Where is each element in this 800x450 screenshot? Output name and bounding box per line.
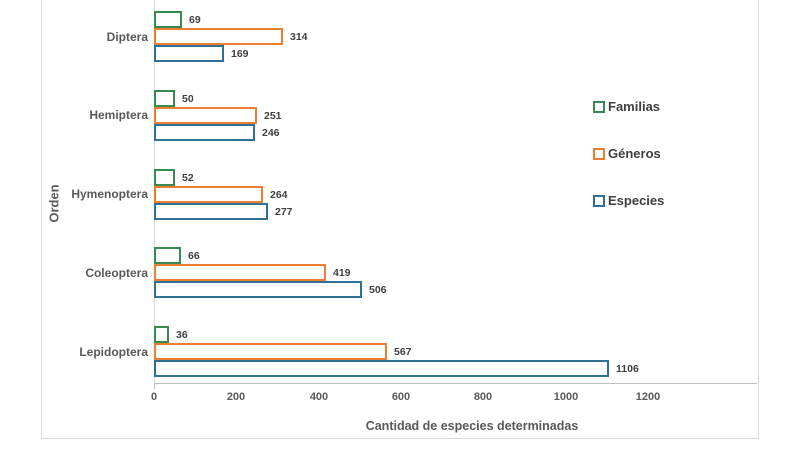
legend-swatch-icon bbox=[593, 147, 605, 160]
category-label-diptera: Diptera bbox=[106, 30, 148, 44]
bar-value-label: 36 bbox=[176, 329, 188, 341]
bar-value-label: 52 bbox=[182, 172, 194, 184]
legend-item-familias: Familias bbox=[593, 99, 660, 114]
category-label-lepidoptera: Lepidoptera bbox=[79, 345, 148, 359]
x-axis-title: Cantidad de especies determinadas bbox=[365, 419, 579, 433]
legend-swatch-icon bbox=[593, 194, 605, 207]
bar-diptera-géneros bbox=[154, 28, 283, 45]
bar-coleoptera-familias bbox=[154, 247, 181, 264]
legend-label: Especies bbox=[608, 193, 665, 208]
x-axis-zero-tick bbox=[154, 383, 155, 389]
bar-value-label: 69 bbox=[189, 14, 201, 26]
bar-hemiptera-géneros bbox=[154, 107, 257, 124]
bar-value-label: 277 bbox=[275, 206, 293, 218]
legend-swatch-icon bbox=[593, 100, 605, 113]
bar-value-label: 314 bbox=[290, 31, 308, 43]
x-tick-label-600: 600 bbox=[391, 391, 411, 403]
bar-hemiptera-especies bbox=[154, 124, 255, 141]
y-axis-title: Orden bbox=[46, 184, 62, 223]
x-axis-line bbox=[154, 383, 757, 384]
bar-value-label: 1106 bbox=[616, 363, 639, 375]
legend-label: Familias bbox=[608, 99, 661, 114]
category-label-coleoptera: Coleoptera bbox=[85, 266, 148, 280]
bar-value-label: 50 bbox=[182, 93, 194, 105]
bar-lepidoptera-especies bbox=[154, 360, 609, 377]
bar-hemiptera-familias bbox=[154, 90, 175, 107]
bar-diptera-especies bbox=[154, 45, 224, 62]
bar-value-label: 506 bbox=[369, 284, 387, 296]
category-label-hemiptera: Hemiptera bbox=[89, 108, 148, 122]
x-tick-label-1200: 1200 bbox=[635, 391, 661, 403]
bar-hymenoptera-especies bbox=[154, 203, 268, 220]
bar-value-label: 66 bbox=[188, 250, 200, 262]
bar-value-label: 251 bbox=[264, 110, 282, 122]
category-label-hymenoptera: Hymenoptera bbox=[71, 187, 148, 201]
x-tick-label-1000: 1000 bbox=[553, 391, 579, 403]
x-tick-label-800: 800 bbox=[473, 391, 493, 403]
bar-hymenoptera-familias bbox=[154, 169, 175, 186]
x-tick-label-400: 400 bbox=[309, 391, 329, 403]
bar-hymenoptera-géneros bbox=[154, 186, 263, 203]
bar-value-label: 169 bbox=[231, 48, 249, 60]
bar-lepidoptera-familias bbox=[154, 326, 169, 343]
x-tick-label-200: 200 bbox=[226, 391, 246, 403]
bar-coleoptera-especies bbox=[154, 281, 362, 298]
x-tick-label-0: 0 bbox=[150, 391, 158, 403]
bar-value-label: 567 bbox=[394, 346, 412, 358]
bar-lepidoptera-géneros bbox=[154, 343, 387, 360]
bar-value-label: 419 bbox=[333, 267, 351, 279]
legend-item-especies: Especies bbox=[593, 193, 664, 208]
legend-label: Géneros bbox=[608, 146, 661, 161]
bar-value-label: 264 bbox=[270, 189, 288, 201]
legend-item-géneros: Géneros bbox=[593, 146, 661, 161]
bar-coleoptera-géneros bbox=[154, 264, 326, 281]
bar-value-label: 246 bbox=[262, 127, 280, 139]
bar-diptera-familias bbox=[154, 11, 182, 28]
